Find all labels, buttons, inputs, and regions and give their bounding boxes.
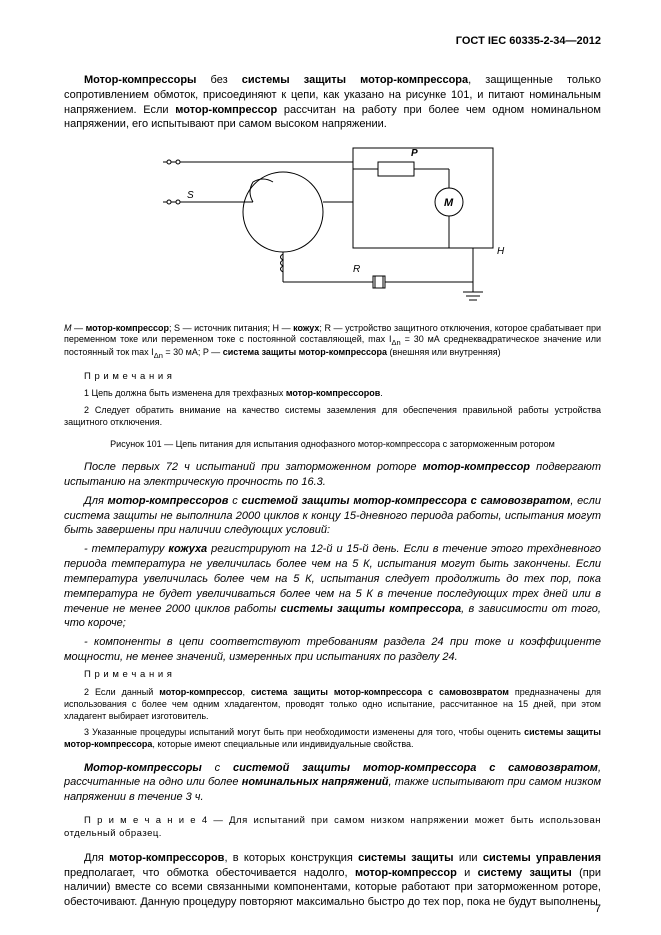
- text: , в которых конструкция: [224, 852, 358, 864]
- text: - температуру: [84, 543, 168, 555]
- notes-heading-2: П р и м е ч а н и я: [64, 669, 601, 682]
- label-s: S: [187, 190, 194, 201]
- paragraph-2: После первых 72 ч испытаний при затормож…: [64, 460, 601, 490]
- paragraph-3: Для мотор-компрессоров с системой защиты…: [64, 494, 601, 539]
- paragraph-1: Мотор-компрессоры без системы защиты мот…: [64, 73, 601, 132]
- text: 2 Если данный: [84, 687, 159, 697]
- text: с: [228, 495, 241, 507]
- text: кожуха: [168, 543, 207, 555]
- text: Мотор-компрессоры: [84, 762, 202, 774]
- note-4: П р и м е ч а н и е 4 — Для испытаний пр…: [64, 815, 601, 841]
- text: предполагает, что обмотка обесточивается…: [64, 867, 355, 879]
- text: мотор-компрессор: [175, 104, 277, 116]
- doc-header: ГОСТ IEC 60335-2-34—2012: [64, 34, 601, 49]
- text: .: [380, 388, 383, 398]
- text: систему защиты: [478, 867, 572, 879]
- text: системой защиты мотор-компрессора с само…: [242, 495, 571, 507]
- text: мотор-компрессор: [86, 323, 169, 333]
- figure-101: S P M: [64, 142, 601, 317]
- text: Δn: [154, 351, 163, 360]
- label-r: R: [353, 264, 360, 275]
- text: Δn: [392, 338, 401, 347]
- figure-legend: M — мотор-компрессор; S — источник питан…: [64, 323, 601, 361]
- text: системы защиты: [358, 852, 453, 864]
- bullet-1: - температуру кожуха регистрируют на 12-…: [64, 542, 601, 631]
- text: система защиты мотор-компрессора с самов…: [251, 687, 509, 697]
- text: мотор-компрессоров: [108, 495, 229, 507]
- note-1-1: 1 Цепь должна быть изменена для трехфазн…: [64, 387, 601, 399]
- page-number: 7: [595, 902, 601, 917]
- text: 1 Цепь должна быть изменена для трехфазн…: [84, 388, 286, 398]
- text: Мотор-компрессоры: [84, 74, 196, 86]
- text: (внешняя или внутренняя): [387, 347, 501, 357]
- text: мотор-компрессор: [355, 867, 457, 879]
- label-m: M: [444, 197, 454, 209]
- note-2-3: 3 Указанные процедуры испытаний могут бы…: [64, 726, 601, 750]
- text: Для: [84, 495, 108, 507]
- note-2-2: 2 Если данный мотор-компрессор, система …: [64, 686, 601, 722]
- paragraph-5: Для мотор-компрессоров, в которых констр…: [64, 851, 601, 910]
- text: мотор-компрессор: [159, 687, 242, 697]
- text: и: [457, 867, 478, 879]
- text: без: [196, 74, 241, 86]
- text: После первых 72 ч испытаний при затормож…: [84, 461, 423, 473]
- text: системы управления: [483, 852, 601, 864]
- text: мотор-компрессоров: [286, 388, 380, 398]
- text: системы защиты мотор-компрессора: [242, 74, 468, 86]
- label-p: P: [411, 148, 418, 159]
- text: = 30 мА; P —: [163, 347, 223, 357]
- text: с: [202, 762, 233, 774]
- figure-caption-main: Рисунок 101 — Цепь питания для испытания…: [64, 438, 601, 450]
- label-h: H: [497, 246, 505, 257]
- text: номинальных напряжений: [242, 776, 389, 788]
- page: ГОСТ IEC 60335-2-34—2012 Мотор-компрессо…: [0, 0, 661, 935]
- paragraph-4: Мотор-компрессоры с системой защиты мото…: [64, 761, 601, 806]
- text: ,: [243, 687, 251, 697]
- schematic-svg: S P M: [153, 142, 513, 312]
- bullet-2: - компоненты в цепи соответствуют требов…: [64, 635, 601, 665]
- text: мотор-компрессор: [423, 461, 530, 473]
- text: Для: [84, 852, 109, 864]
- notes-heading-1: П р и м е ч а н и я: [64, 371, 601, 384]
- text: 3 Указанные процедуры испытаний могут бы…: [84, 727, 524, 737]
- text: ; S — источник питания; H —: [169, 323, 293, 333]
- note-1-2: 2 Следует обратить внимание на качество …: [64, 404, 601, 428]
- text: кожух: [293, 323, 319, 333]
- text: системой защиты мотор-компрессора с само…: [233, 762, 598, 774]
- text: мотор-компрессоров: [109, 852, 224, 864]
- text: , которые имеют специальные или индивиду…: [152, 739, 413, 749]
- text: M —: [64, 323, 86, 333]
- text: системы защиты компрессора: [281, 603, 462, 615]
- text: система защиты мотор-компрессора: [223, 347, 387, 357]
- text: или: [454, 852, 483, 864]
